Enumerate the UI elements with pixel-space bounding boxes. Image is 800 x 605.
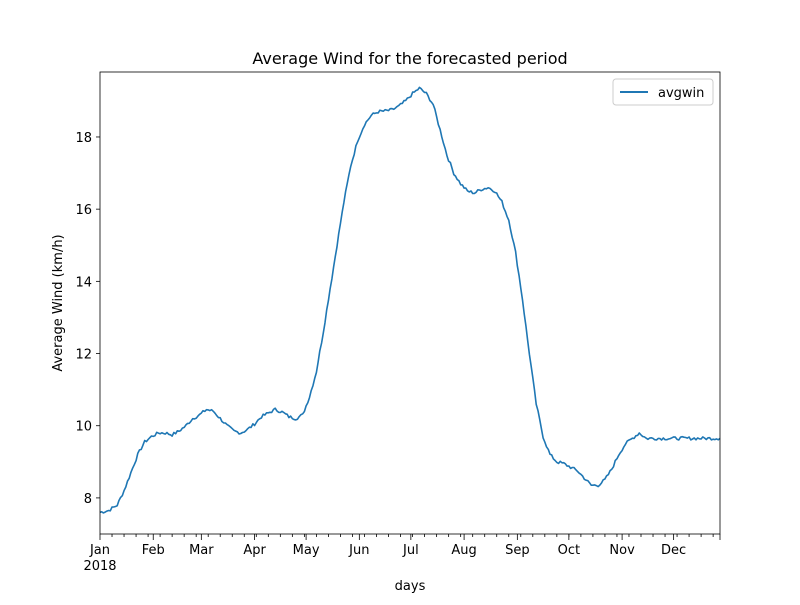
y-tick-label: 10	[75, 420, 92, 435]
y-tick-label: 16	[75, 203, 92, 218]
chart-title: Average Wind for the forecasted period	[252, 49, 567, 68]
legend-box	[612, 78, 714, 106]
legend: avgwin	[612, 78, 714, 106]
series-line-avgwin	[99, 86, 721, 514]
x-tick-sublabel: 2018	[83, 559, 116, 574]
x-tick-label: Nov	[609, 543, 635, 558]
y-tick-label: 8	[84, 492, 92, 507]
y-tick-label: 18	[75, 131, 92, 146]
y-tick-label: 12	[75, 348, 92, 363]
legend-label: avgwin	[658, 86, 704, 101]
plot-frame	[99, 71, 721, 535]
x-tick-label: Mar	[189, 543, 214, 558]
y-axis-label: Average Wind (km/h)	[51, 234, 66, 371]
x-tick-label: May	[293, 543, 320, 558]
x-tick-label: Aug	[451, 543, 476, 558]
x-axis-label: days	[395, 579, 426, 594]
x-tick-label: Apr	[243, 543, 266, 558]
y-tick-label: 14	[75, 275, 92, 290]
x-tick-label: Jun	[348, 543, 369, 558]
x-tick-label: Jan	[89, 543, 110, 558]
x-tick-label: Feb	[142, 543, 165, 558]
x-tick-label: Oct	[558, 543, 580, 558]
x-tick-label: Jul	[402, 543, 419, 558]
x-tick-label: Sep	[505, 543, 530, 558]
x-tick-label: Dec	[661, 543, 686, 558]
